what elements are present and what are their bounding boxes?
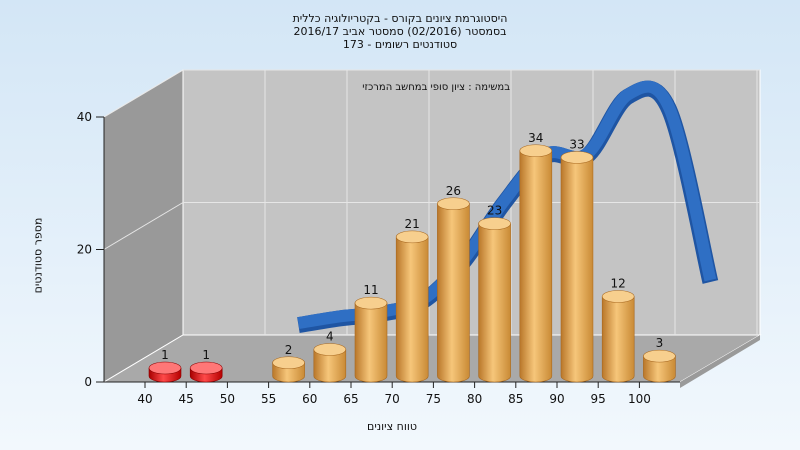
bar-body (519, 150, 553, 383)
bar-top (437, 197, 470, 211)
x-tick-label: 95 (591, 392, 606, 406)
x-tick-label: 45 (179, 392, 194, 406)
histogram-bar (437, 197, 470, 383)
x-tick-label: 100 (628, 392, 651, 406)
y-tick-label: 0 (84, 375, 92, 389)
chart-title-line-1: היסטוגרמת ציונים בקורס - בקטריולוגיה כלל… (292, 12, 508, 25)
histogram-bar (395, 230, 429, 383)
bar-top (272, 356, 305, 370)
y-axis-label: מספר סטודנטים (31, 217, 45, 294)
x-tick-label: 60 (302, 392, 317, 406)
histogram-bar (148, 361, 182, 383)
bar-body (560, 157, 594, 383)
bar-value-label: 11 (363, 283, 378, 297)
bar-body (601, 296, 635, 383)
grid-line-side (103, 69, 184, 118)
x-tick-label: 80 (467, 392, 482, 406)
bar-value-label: 21 (405, 217, 420, 231)
histogram-bar (272, 356, 305, 383)
histogram-bar (519, 144, 553, 383)
bar-top (189, 361, 223, 375)
bar-body (395, 236, 429, 383)
bar-value-label: 34 (528, 131, 543, 145)
chart-floor-edge (680, 335, 760, 388)
x-tick-label: 70 (385, 392, 400, 406)
bar-value-label: 12 (611, 277, 626, 291)
x-axis-label: טווח ציונים (367, 420, 417, 433)
x-tick-label: 40 (137, 392, 152, 406)
bar-top (478, 217, 511, 230)
bar-top (643, 349, 676, 363)
bar-top (560, 151, 594, 164)
bar-value-label: 23 (487, 204, 502, 218)
histogram-bar (354, 296, 388, 383)
chart-title-line-3: סטודנטים רשומים - 173 (342, 38, 458, 51)
bar-top (354, 296, 388, 310)
bar-body (478, 223, 511, 383)
bar-body (643, 355, 676, 383)
histogram-bar (560, 151, 594, 383)
histogram-bar (601, 290, 635, 383)
x-tick-label: 75 (426, 392, 441, 406)
bar-value-label: 26 (446, 184, 461, 198)
bar-value-label: 1 (161, 348, 169, 362)
x-tick-label: 50 (220, 392, 235, 406)
grid-line-side (103, 202, 184, 250)
chart-annotation: במשימה : ציון סופי במחשב המרכזי (362, 82, 510, 93)
bar-top (601, 290, 635, 303)
bar-body (354, 302, 388, 383)
y-tick-label: 20 (77, 243, 92, 257)
bar-top (519, 144, 553, 158)
x-tick-label: 65 (343, 392, 358, 406)
histogram-bar (643, 349, 676, 383)
y-tick-label: 40 (77, 110, 92, 124)
x-tick-label: 85 (508, 392, 523, 406)
x-tick-label: 90 (549, 392, 564, 406)
chart-title-line-2: בסמסטר (02/2016) סמסטר אביב 2016/17 (293, 25, 507, 38)
histogram-bar (313, 343, 347, 383)
bar-body (437, 203, 470, 383)
bar-value-label: 1 (202, 348, 210, 362)
bar-value-label: 4 (326, 330, 334, 344)
bar-value-label: 3 (656, 336, 664, 350)
bar-value-label: 2 (285, 343, 293, 357)
x-tick-label: 55 (261, 392, 276, 406)
histogram-bar (478, 217, 511, 383)
histogram-bar (189, 361, 223, 383)
bar-top (395, 230, 429, 244)
bar-body (313, 349, 347, 383)
bar-top (313, 343, 347, 356)
bar-value-label: 33 (569, 137, 584, 151)
bar-top (148, 361, 182, 375)
